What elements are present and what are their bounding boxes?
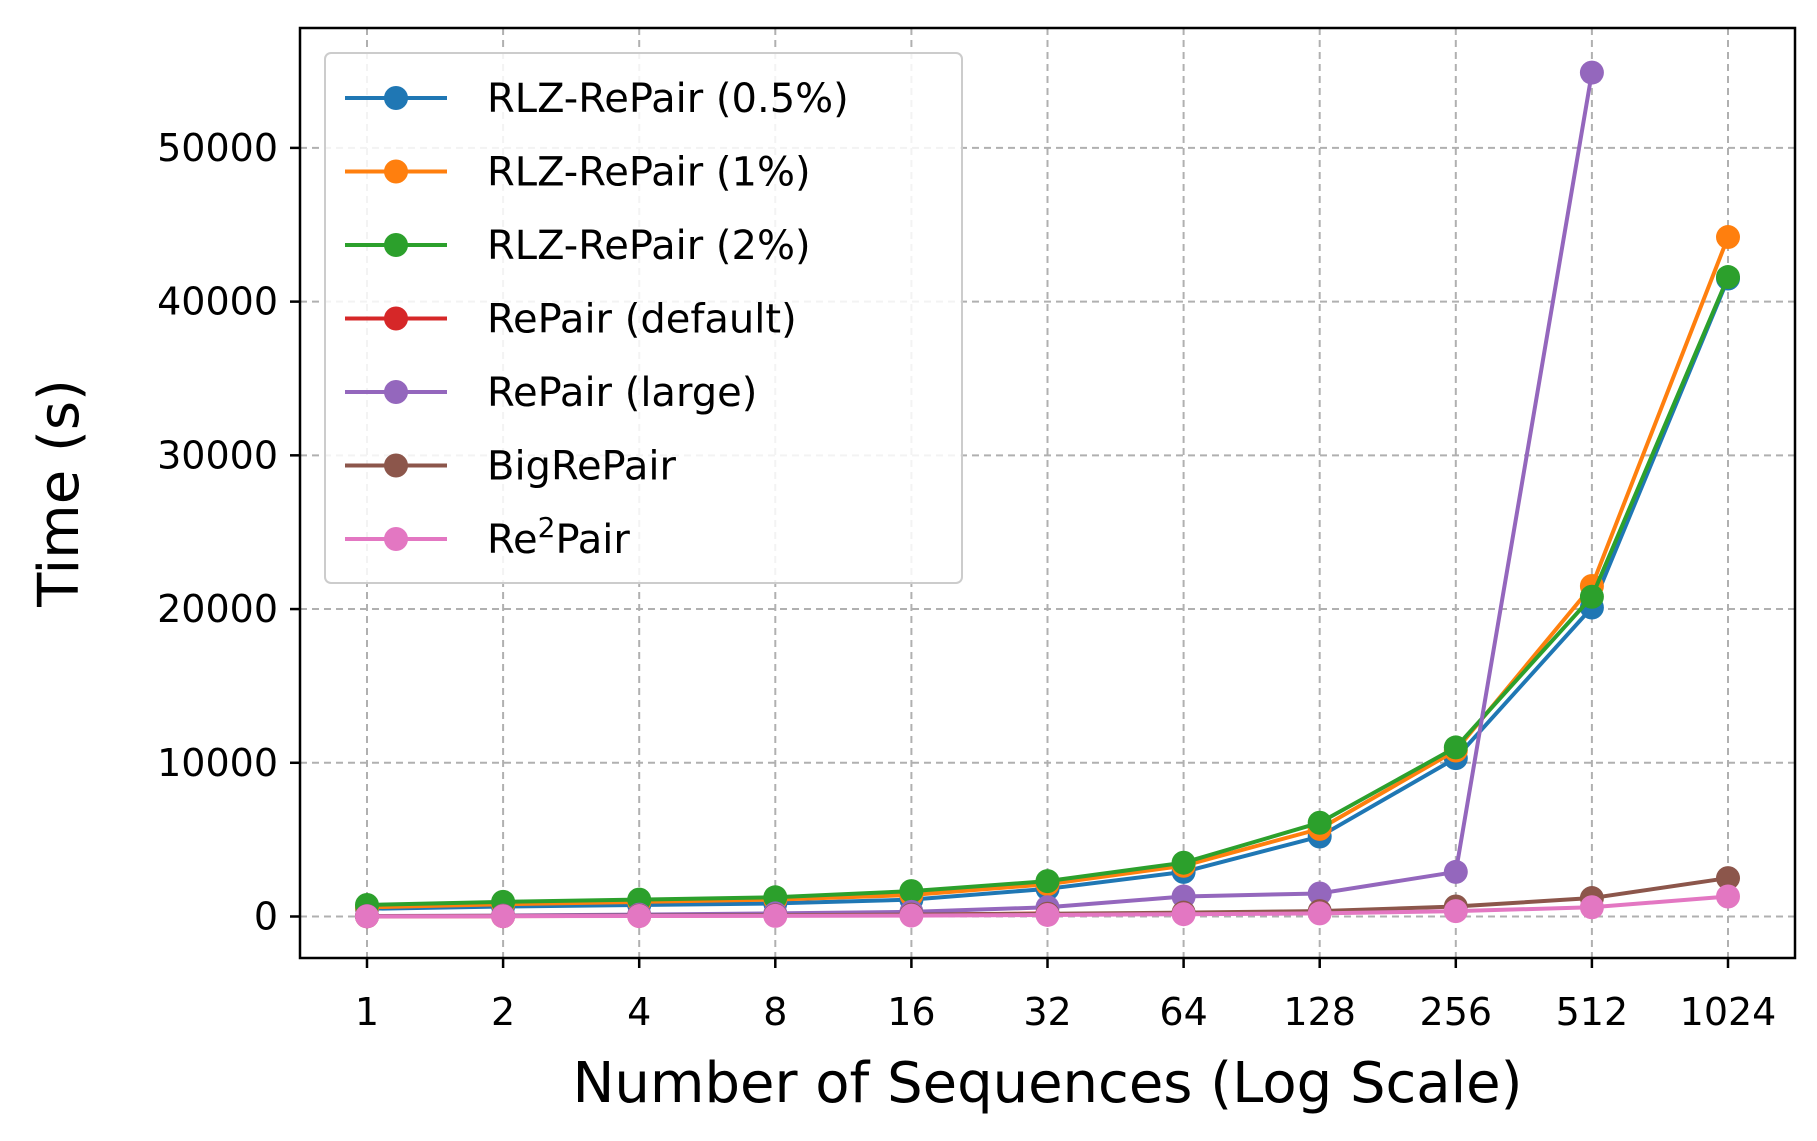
y-tick-label: 10000 xyxy=(157,741,278,785)
legend-item: RePair (large) xyxy=(345,370,757,416)
y-tick-label: 50000 xyxy=(157,126,278,170)
legend-label: RLZ-RePair (0.5%) xyxy=(487,76,849,122)
legend-label: BigRePair xyxy=(487,444,677,490)
legend-item: Re2Pair xyxy=(345,511,630,563)
legend-label: RLZ-RePair (2%) xyxy=(487,223,811,269)
data-point xyxy=(763,903,788,928)
legend-marker xyxy=(384,306,408,331)
data-point xyxy=(355,904,379,929)
series-re-pair xyxy=(355,884,1740,929)
data-point xyxy=(1716,265,1740,290)
legend-label: Re2Pair xyxy=(487,511,630,563)
legend-marker xyxy=(384,453,408,478)
series-layer xyxy=(355,60,1740,929)
data-point xyxy=(1716,225,1740,250)
data-point xyxy=(1443,899,1468,924)
x-tick-label: 64 xyxy=(1159,990,1207,1034)
data-point xyxy=(1035,869,1060,894)
legend-label: RePair (large) xyxy=(487,370,757,416)
y-tick-label: 0 xyxy=(254,894,278,938)
legend-item: RLZ-RePair (2%) xyxy=(345,223,811,269)
x-tick-label: 1 xyxy=(355,990,379,1034)
axes: 1 2 4 8 16 32 64 128 256 512 1024 0 10000 20000 30000 4… xyxy=(157,126,1776,1034)
data-point xyxy=(1579,60,1604,85)
legend-marker xyxy=(384,86,408,110)
legend-item: RLZ-RePair (0.5%) xyxy=(345,76,849,122)
x-tick-label: 256 xyxy=(1420,990,1493,1034)
x-tick-label: 512 xyxy=(1556,990,1629,1034)
legend-marker xyxy=(384,527,408,551)
data-point xyxy=(1171,902,1196,927)
data-point xyxy=(1716,866,1740,891)
data-point xyxy=(899,903,924,928)
data-point xyxy=(1307,810,1332,835)
x-tick-label: 1024 xyxy=(1680,990,1777,1034)
x-tick-label: 16 xyxy=(887,990,935,1034)
legend-marker xyxy=(384,233,408,257)
legend-item: RePair (default) xyxy=(345,297,797,343)
legend: RLZ-RePair (0.5%) RLZ-RePair (1%) RLZ-RePa… xyxy=(324,52,963,584)
legend-label: RLZ-RePair (1%) xyxy=(487,150,811,196)
y-tick-label: 40000 xyxy=(157,280,278,324)
y-tick-label: 30000 xyxy=(157,433,278,477)
legend-marker xyxy=(384,159,408,184)
data-point xyxy=(491,904,516,929)
data-point xyxy=(1307,901,1332,926)
x-tick-label: 2 xyxy=(491,990,515,1034)
legend-label: RePair (default) xyxy=(487,297,797,343)
y-axis-title: Time (s) xyxy=(27,379,92,608)
data-point xyxy=(1579,895,1604,920)
legend-box xyxy=(324,52,963,584)
x-tick-label: 4 xyxy=(627,990,651,1034)
y-tick-label: 20000 xyxy=(157,587,278,631)
data-point xyxy=(899,879,924,904)
x-axis-title: Number of Sequences (Log Scale) xyxy=(573,1051,1523,1116)
grid xyxy=(300,28,1795,958)
data-point xyxy=(1307,881,1332,906)
x-tick-label: 32 xyxy=(1023,990,1071,1034)
data-point xyxy=(1716,884,1740,909)
legend-item: BigRePair xyxy=(345,444,677,490)
data-point xyxy=(1035,902,1060,927)
data-point xyxy=(1443,735,1468,760)
data-point xyxy=(1579,584,1604,609)
legend-marker xyxy=(384,380,408,404)
data-point xyxy=(1443,859,1468,884)
data-point xyxy=(1171,850,1196,875)
x-tick-label: 128 xyxy=(1283,990,1356,1034)
data-point xyxy=(627,904,652,929)
x-tick-label: 8 xyxy=(763,990,787,1034)
legend-item: RLZ-RePair (1%) xyxy=(345,150,811,196)
